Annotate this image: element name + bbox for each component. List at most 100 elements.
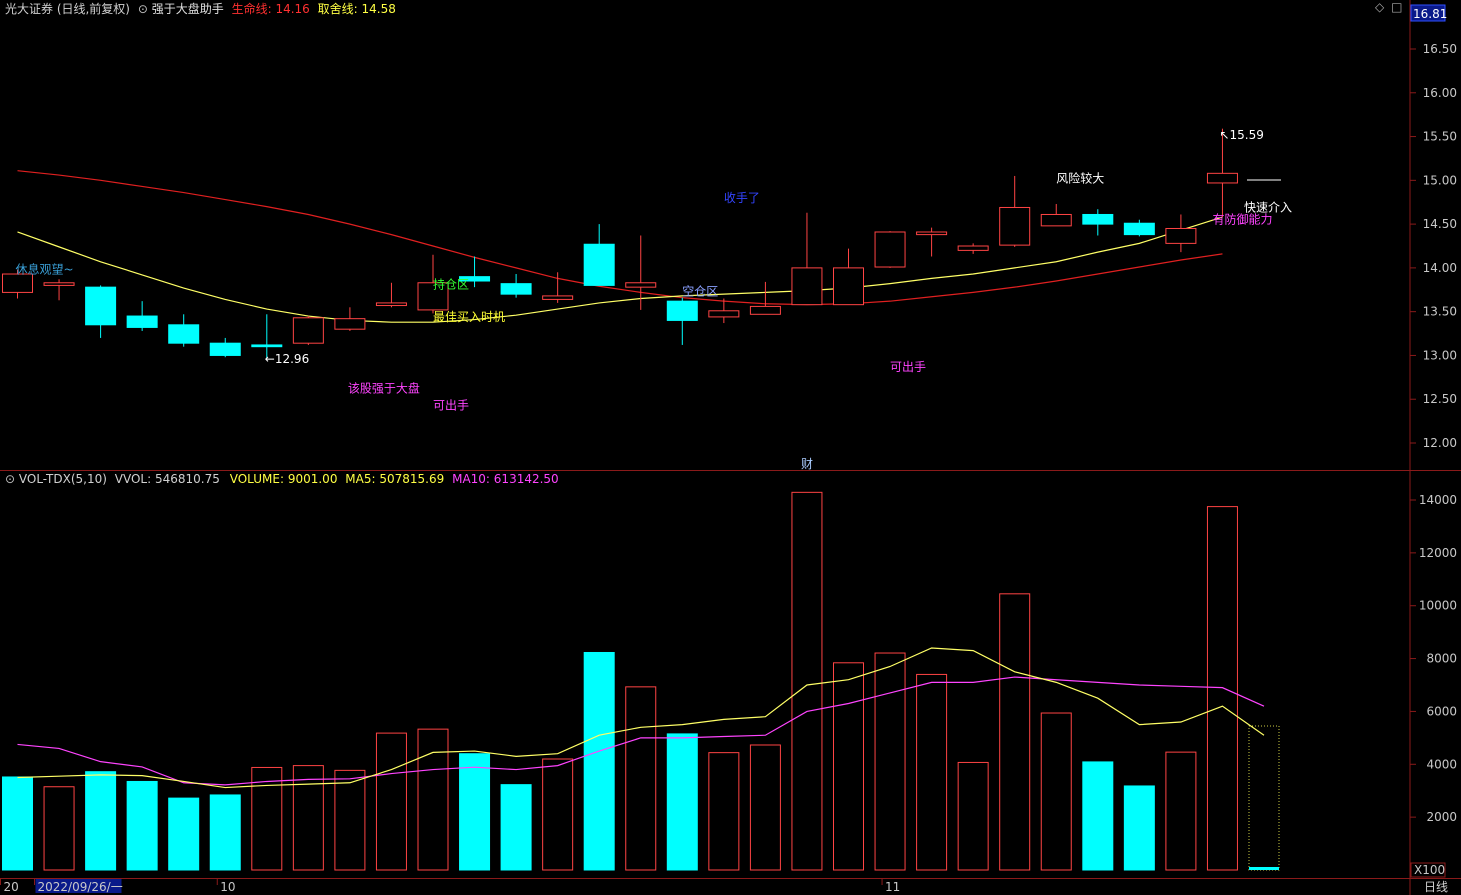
candle-body: [1082, 213, 1114, 225]
volume-bar: [1040, 712, 1072, 871]
volume-bar: [168, 797, 200, 871]
candle: [2, 269, 33, 299]
candle: [666, 297, 698, 345]
ma10-value: 613142.50: [493, 472, 559, 486]
candle-body: [708, 310, 740, 318]
candle-body: [999, 206, 1031, 246]
price-tick-label: 12.00: [1423, 436, 1457, 450]
candle-body: [583, 243, 615, 286]
volume-tick-label: 4000: [1426, 757, 1457, 771]
price-tag-box: [1410, 4, 1446, 22]
price-tick-label: 16.50: [1423, 42, 1457, 56]
chart-annotation: 可出手: [433, 398, 469, 412]
volume-tick-label: 14000: [1419, 493, 1457, 507]
volume-tick-label: 6000: [1426, 704, 1457, 718]
candle-body: [209, 342, 241, 356]
candle: [542, 272, 574, 303]
price-tick-label: 14.50: [1423, 217, 1457, 231]
candle-body: [459, 276, 491, 282]
candle-body: [292, 317, 324, 344]
indicator-toggle-icon[interactable]: ⊙: [137, 2, 148, 16]
diamond-icon[interactable]: ◇: [1375, 0, 1385, 14]
candle: [791, 212, 823, 306]
candle-body: [251, 344, 283, 348]
volume-bar-current: [1249, 867, 1279, 870]
volume-bar: [85, 771, 117, 871]
volume-ma5-series: [17, 647, 1265, 789]
candle-body: [2, 273, 33, 293]
main-header: 光大证券 (日线,前复权) ⊙ 强于大盘助手 生命线: 14.16 取舍线: 1…: [5, 0, 396, 17]
candle-body: [500, 283, 532, 295]
volume-bar: [874, 652, 906, 871]
volume-bar: [292, 765, 324, 871]
candle-body: [168, 324, 200, 344]
candle: [168, 314, 200, 347]
chart-annotation: 休息观望~: [16, 262, 74, 277]
volume-bar: [2, 776, 33, 871]
candle: [43, 279, 75, 301]
candle: [874, 231, 906, 268]
life-line-series: [17, 170, 1223, 306]
chart-annotation: ↖15.59: [1219, 128, 1263, 142]
chart-annotation: 有防御能力: [1212, 212, 1272, 227]
candle-body: [334, 318, 366, 330]
ma5-label: MA5:: [345, 472, 376, 486]
volume-bar: [1206, 506, 1238, 871]
volume-bar: [749, 744, 781, 871]
volume-unit-box: [1410, 862, 1446, 878]
candle: [1206, 128, 1238, 218]
candle-body: [625, 282, 657, 288]
volume-bar: [625, 686, 657, 871]
vvol-value: 546810.75: [154, 472, 220, 486]
volume-unit-label: X100: [1414, 863, 1445, 877]
candle: [375, 282, 407, 308]
candle: [417, 254, 449, 314]
candle: [749, 281, 781, 315]
volume-bar: [334, 769, 366, 871]
candle: [916, 227, 948, 257]
candle-body: [1040, 213, 1072, 227]
chart-annotation: 快速介入: [1244, 200, 1292, 214]
fate-line-series: [17, 216, 1223, 323]
price-tick-label: 16.00: [1423, 86, 1457, 100]
candle-body: [1206, 172, 1238, 184]
candle: [459, 256, 491, 288]
finance-marker: 财: [801, 457, 813, 471]
volume-bar: [1248, 725, 1280, 871]
candle-body: [957, 245, 989, 251]
volume-bar: [957, 761, 989, 871]
date-label: 2022/09/26/一: [38, 880, 123, 894]
candle: [999, 175, 1031, 247]
volume-tick-label: 2000: [1426, 810, 1457, 824]
ma10-label: MA10:: [452, 472, 490, 486]
volume-bar: [417, 728, 449, 871]
chart-annotation: ←12.96: [265, 352, 309, 366]
indicator-name: 强于大盘助手: [151, 2, 224, 16]
life-value: 14.16: [275, 2, 310, 16]
chart-annotation: 风险较大: [1056, 171, 1104, 186]
candle: [251, 314, 283, 359]
volume-label: VOLUME:: [229, 472, 284, 486]
volume-bar: [791, 491, 823, 871]
candle-body: [417, 282, 449, 311]
volume-bar: [126, 780, 158, 871]
candle: [334, 307, 366, 331]
candle: [1165, 214, 1197, 253]
volume-bar: [833, 662, 864, 871]
date-label: 11: [885, 880, 900, 894]
candle: [957, 243, 989, 254]
price-tick-label: 15.00: [1423, 173, 1457, 187]
volume-tick-label: 8000: [1426, 652, 1457, 666]
chart-annotation: 可出手: [890, 360, 926, 374]
sub-toggle-icon[interactable]: ⊙: [5, 472, 16, 486]
price-tick-label: 15.50: [1423, 130, 1457, 144]
volume-bar: [43, 786, 75, 871]
candle: [292, 316, 324, 345]
menu-icon[interactable]: □: [1391, 0, 1403, 14]
candle-body: [85, 286, 117, 326]
candle-body: [791, 267, 823, 306]
candle-body: [1165, 227, 1197, 244]
chart-annotation: 持仓区: [433, 277, 469, 292]
candle-body: [749, 305, 781, 315]
